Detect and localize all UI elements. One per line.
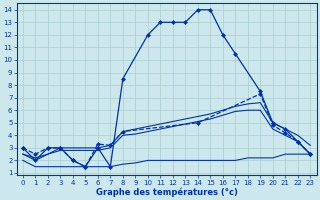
X-axis label: Graphe des températures (°c): Graphe des températures (°c) bbox=[96, 187, 237, 197]
